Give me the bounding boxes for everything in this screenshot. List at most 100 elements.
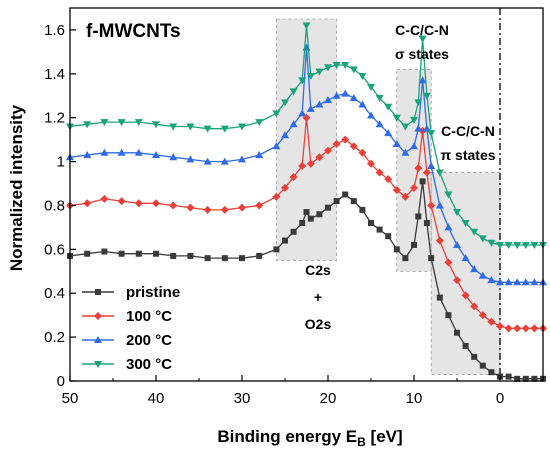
- data-point: [504, 324, 513, 333]
- data-point: [341, 62, 350, 70]
- data-point: [453, 209, 461, 217]
- data-point: [238, 155, 246, 163]
- x-tick-label: 0: [496, 390, 504, 407]
- data-point: [471, 353, 478, 360]
- data-point: [376, 226, 383, 233]
- x-axis-title-subscript: B: [357, 435, 366, 449]
- data-point: [445, 312, 452, 319]
- data-point: [306, 73, 315, 81]
- x-tick-label: 10: [406, 390, 423, 407]
- y-tick-label: 0.4: [44, 285, 65, 302]
- x-tick-label: 20: [320, 390, 337, 407]
- data-point: [100, 148, 109, 156]
- data-point: [461, 291, 470, 300]
- data-point: [186, 123, 195, 131]
- annotation-pi-line1: C-C/C-N: [441, 123, 495, 139]
- data-point: [478, 271, 487, 279]
- data-point: [299, 220, 306, 227]
- data-point: [282, 237, 288, 244]
- annotation-sigma-line2: σ states: [395, 46, 449, 62]
- data-point: [422, 124, 431, 132]
- data-point: [392, 186, 401, 195]
- data-point: [401, 192, 410, 201]
- data-point: [487, 317, 496, 326]
- data-point: [478, 235, 487, 243]
- data-point: [152, 121, 160, 129]
- data-point: [153, 250, 159, 257]
- series-layer: [66, 22, 547, 382]
- data-point: [487, 239, 496, 247]
- data-point: [513, 324, 522, 333]
- data-point: [393, 246, 400, 253]
- data-point: [422, 168, 431, 177]
- data-point: [461, 254, 470, 262]
- data-point: [281, 183, 289, 192]
- data-point: [415, 213, 422, 220]
- data-point: [203, 205, 212, 214]
- data-point: [488, 369, 495, 376]
- data-point: [238, 123, 246, 131]
- data-point: [239, 255, 245, 262]
- data-point: [496, 278, 504, 286]
- data-point: [427, 130, 436, 138]
- data-point: [272, 110, 281, 118]
- data-point: [470, 265, 479, 273]
- data-point: [315, 153, 324, 162]
- data-point: [358, 100, 367, 108]
- data-point: [392, 140, 401, 148]
- legend-entry-4: 300 °C: [82, 356, 172, 373]
- y-tick-label: 0.8: [44, 197, 65, 214]
- data-point: [427, 161, 436, 169]
- legend-marker: [95, 289, 101, 295]
- annotation-c2s-line3: O2s: [305, 316, 332, 332]
- annotation-sigma-states: C-C/C-N σ states: [395, 22, 449, 62]
- data-point: [169, 153, 178, 161]
- annotation-c2s-line2: +: [314, 289, 322, 305]
- data-point: [281, 131, 289, 139]
- data-point: [384, 175, 393, 184]
- data-point: [414, 164, 423, 173]
- data-point: [134, 199, 143, 208]
- data-point: [341, 89, 350, 97]
- data-point: [470, 228, 479, 236]
- data-point: [84, 250, 91, 257]
- data-point: [496, 322, 504, 331]
- data-point: [487, 276, 496, 284]
- data-point: [118, 250, 125, 257]
- data-point: [418, 76, 427, 84]
- legend-marker: [94, 336, 102, 343]
- data-point: [289, 172, 298, 181]
- data-point: [298, 109, 307, 117]
- data-point: [220, 157, 229, 165]
- legend-entry-1: pristine: [82, 284, 180, 301]
- data-point: [350, 198, 357, 205]
- data-point: [100, 194, 109, 203]
- data-point: [324, 146, 332, 155]
- data-point: [418, 35, 427, 43]
- data-point: [423, 220, 430, 227]
- legend-label: 300 °C: [126, 356, 172, 373]
- data-point: [134, 148, 143, 156]
- data-point: [479, 362, 486, 369]
- data-point: [530, 324, 539, 333]
- data-point: [256, 252, 263, 259]
- data-point: [290, 228, 297, 235]
- y-tick-label: 1.2: [44, 110, 65, 127]
- data-point: [100, 119, 109, 127]
- data-point: [204, 255, 211, 262]
- data-point: [332, 140, 341, 149]
- x-axis-title-unit: [eV]: [366, 427, 403, 446]
- data-point: [169, 123, 178, 131]
- data-point: [186, 155, 195, 163]
- data-point: [531, 375, 538, 382]
- chart-title: f-MWCNTs: [86, 21, 181, 42]
- annotation-c2s-line1: C2s: [305, 262, 331, 278]
- data-point: [435, 169, 444, 177]
- data-point: [530, 241, 539, 249]
- data-point: [385, 233, 392, 240]
- data-point: [307, 215, 314, 222]
- data-point: [521, 241, 530, 249]
- data-point: [410, 116, 418, 124]
- data-point: [401, 123, 410, 131]
- data-point: [221, 255, 228, 262]
